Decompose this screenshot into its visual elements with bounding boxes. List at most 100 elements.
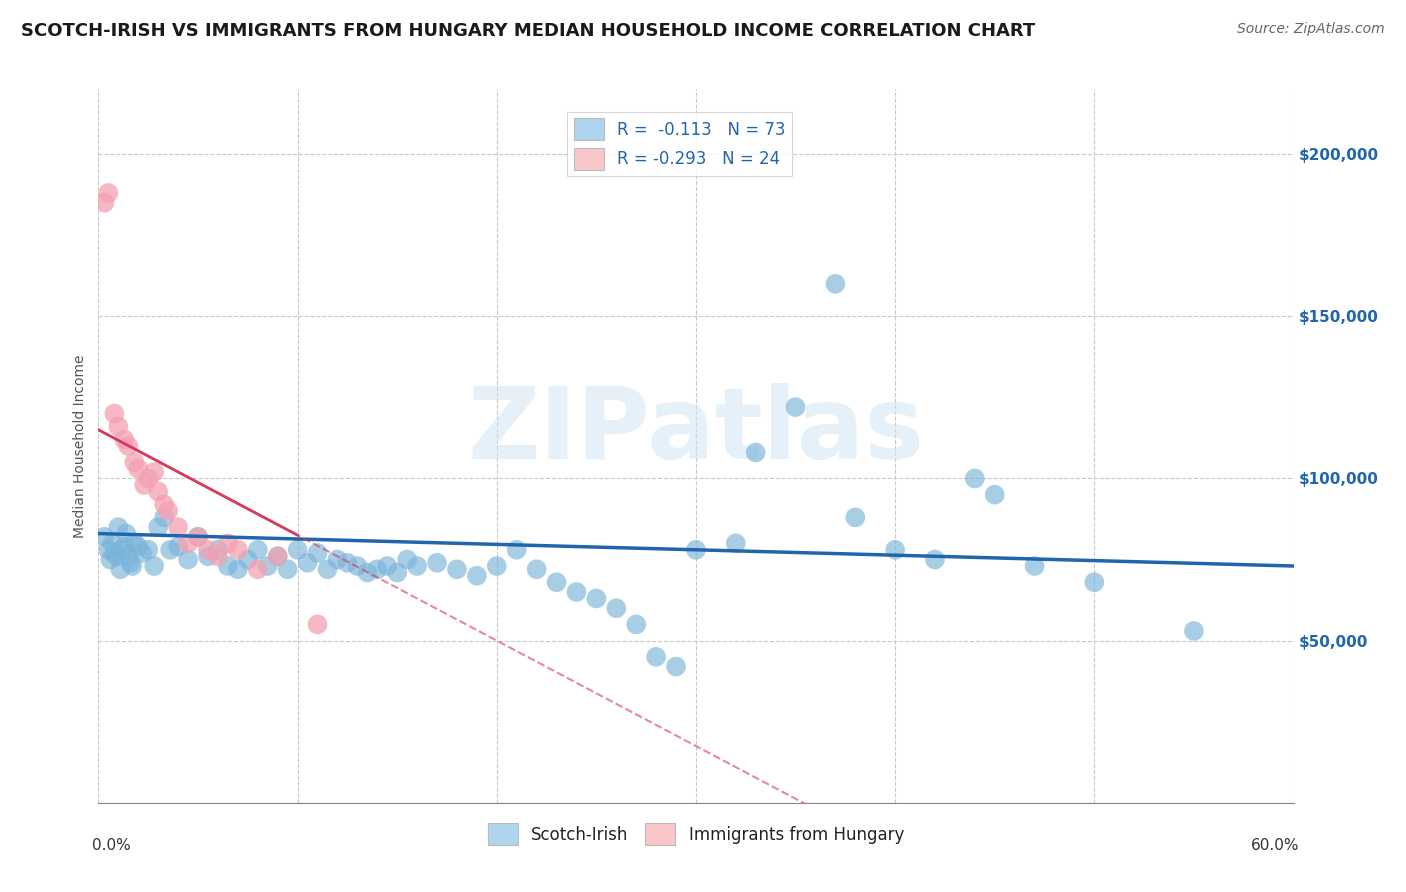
- Point: [246, 542, 269, 557]
- Point: [217, 536, 239, 550]
- Point: [287, 542, 309, 557]
- Point: [396, 552, 419, 566]
- Point: [207, 549, 229, 564]
- Point: [366, 562, 388, 576]
- Point: [101, 536, 124, 550]
- Point: [406, 559, 429, 574]
- Point: [97, 542, 120, 557]
- Y-axis label: Median Household Income: Median Household Income: [73, 354, 87, 538]
- Text: Source: ZipAtlas.com: Source: ZipAtlas.com: [1237, 22, 1385, 37]
- Point: [197, 542, 219, 557]
- Text: ZIPatlas: ZIPatlas: [468, 384, 924, 480]
- Point: [745, 445, 768, 459]
- Legend: Scotch-Irish, Immigrants from Hungary: Scotch-Irish, Immigrants from Hungary: [481, 817, 911, 852]
- Point: [626, 617, 648, 632]
- Point: [187, 530, 209, 544]
- Point: [105, 549, 128, 564]
- Point: [226, 542, 249, 557]
- Point: [1182, 624, 1205, 638]
- Point: [356, 566, 378, 580]
- Point: [1024, 559, 1046, 574]
- Point: [446, 562, 468, 576]
- Point: [277, 562, 299, 576]
- Point: [585, 591, 607, 606]
- Point: [297, 556, 319, 570]
- Point: [115, 526, 138, 541]
- Point: [167, 540, 190, 554]
- Point: [685, 542, 707, 557]
- Point: [785, 400, 807, 414]
- Point: [207, 542, 229, 557]
- Point: [197, 549, 219, 564]
- Point: [177, 552, 200, 566]
- Point: [506, 542, 529, 557]
- Point: [124, 536, 146, 550]
- Point: [824, 277, 846, 291]
- Point: [187, 530, 209, 544]
- Point: [124, 455, 146, 469]
- Point: [103, 546, 125, 560]
- Point: [112, 433, 135, 447]
- Point: [226, 562, 249, 576]
- Point: [167, 520, 190, 534]
- Text: SCOTCH-IRISH VS IMMIGRANTS FROM HUNGARY MEDIAN HOUSEHOLD INCOME CORRELATION CHAR: SCOTCH-IRISH VS IMMIGRANTS FROM HUNGARY …: [21, 22, 1035, 40]
- Point: [465, 568, 488, 582]
- Point: [148, 484, 170, 499]
- Point: [307, 546, 329, 560]
- Point: [110, 562, 132, 576]
- Point: [97, 186, 120, 200]
- Point: [148, 520, 170, 534]
- Point: [963, 471, 986, 485]
- Point: [120, 556, 142, 570]
- Point: [107, 419, 129, 434]
- Point: [385, 566, 409, 580]
- Point: [256, 559, 278, 574]
- Point: [565, 585, 588, 599]
- Point: [143, 465, 166, 479]
- Point: [107, 520, 129, 534]
- Point: [724, 536, 747, 550]
- Text: 0.0%: 0.0%: [93, 838, 131, 854]
- Point: [526, 562, 548, 576]
- Point: [984, 488, 1007, 502]
- Point: [136, 542, 159, 557]
- Point: [131, 546, 153, 560]
- Point: [112, 540, 135, 554]
- Point: [127, 540, 149, 554]
- Point: [1083, 575, 1105, 590]
- Point: [426, 556, 449, 570]
- Point: [645, 649, 668, 664]
- Point: [157, 504, 180, 518]
- Point: [346, 559, 368, 574]
- Point: [605, 601, 627, 615]
- Point: [98, 552, 122, 566]
- Point: [153, 497, 176, 511]
- Point: [159, 542, 181, 557]
- Point: [665, 659, 688, 673]
- Point: [153, 510, 176, 524]
- Point: [127, 461, 149, 475]
- Point: [177, 536, 200, 550]
- Point: [236, 552, 259, 566]
- Point: [267, 549, 290, 564]
- Point: [844, 510, 866, 524]
- Point: [307, 617, 329, 632]
- Point: [485, 559, 508, 574]
- Point: [246, 562, 269, 576]
- Point: [546, 575, 568, 590]
- Point: [117, 549, 139, 564]
- Point: [884, 542, 907, 557]
- Point: [93, 530, 115, 544]
- Point: [143, 559, 166, 574]
- Point: [375, 559, 398, 574]
- Point: [136, 471, 159, 485]
- Point: [267, 549, 290, 564]
- Point: [134, 478, 156, 492]
- Point: [217, 559, 239, 574]
- Point: [93, 195, 115, 210]
- Point: [924, 552, 946, 566]
- Point: [316, 562, 339, 576]
- Point: [326, 552, 349, 566]
- Point: [121, 559, 143, 574]
- Point: [103, 407, 125, 421]
